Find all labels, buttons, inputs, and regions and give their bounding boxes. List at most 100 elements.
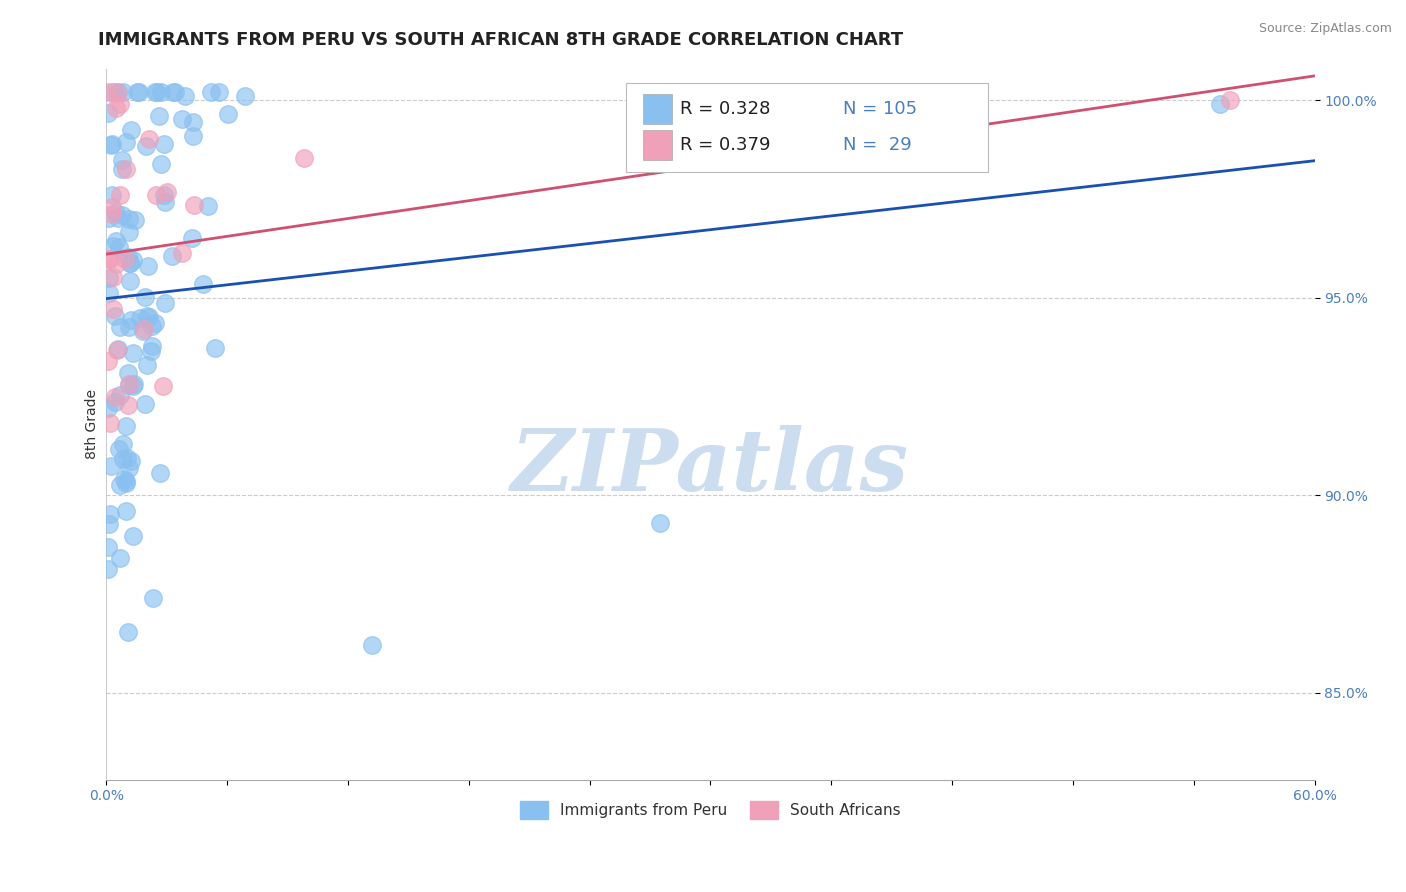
Point xyxy=(122,252,145,267)
Point xyxy=(145,188,167,202)
Point xyxy=(148,109,170,123)
Point xyxy=(114,162,136,177)
Point xyxy=(149,85,172,99)
Point xyxy=(108,442,131,456)
Point xyxy=(104,390,127,404)
Point xyxy=(135,139,157,153)
Point xyxy=(120,454,142,468)
Point xyxy=(197,199,219,213)
Point xyxy=(100,200,122,214)
Text: Source: ZipAtlas.com: Source: ZipAtlas.com xyxy=(1258,22,1392,36)
Point xyxy=(111,153,134,168)
Point xyxy=(156,185,179,199)
Point xyxy=(105,85,128,99)
Point xyxy=(97,270,120,285)
Point xyxy=(217,107,239,121)
Point xyxy=(111,161,134,176)
Legend: Immigrants from Peru, South Africans: Immigrants from Peru, South Africans xyxy=(515,795,907,825)
Point xyxy=(110,388,132,402)
Point xyxy=(153,194,176,209)
Point xyxy=(107,240,129,254)
Point xyxy=(208,85,231,99)
Point xyxy=(97,562,120,576)
Point xyxy=(124,212,146,227)
Point xyxy=(292,151,315,165)
Point xyxy=(97,106,120,120)
Point xyxy=(101,301,124,316)
Point xyxy=(98,252,121,266)
FancyBboxPatch shape xyxy=(626,83,988,171)
Point xyxy=(104,309,127,323)
Point xyxy=(162,85,184,99)
Point xyxy=(117,398,139,412)
Point xyxy=(361,638,384,652)
Point xyxy=(128,85,150,99)
Point xyxy=(174,89,197,103)
Point xyxy=(163,85,186,99)
Point xyxy=(97,517,120,532)
Point xyxy=(153,136,176,151)
Point xyxy=(107,211,129,226)
Point xyxy=(134,397,156,411)
Point xyxy=(122,529,145,543)
Point xyxy=(200,85,222,99)
Point xyxy=(103,395,125,409)
Text: ZIPatlas: ZIPatlas xyxy=(512,425,910,508)
Point xyxy=(117,226,139,240)
Point xyxy=(122,346,145,360)
Point xyxy=(118,255,141,269)
Point xyxy=(107,85,129,99)
Point xyxy=(97,252,120,266)
Point xyxy=(111,452,134,467)
Point xyxy=(181,114,204,128)
Point xyxy=(153,188,176,202)
Point xyxy=(118,256,141,270)
Point xyxy=(155,296,177,310)
Text: IMMIGRANTS FROM PERU VS SOUTH AFRICAN 8TH GRADE CORRELATION CHART: IMMIGRANTS FROM PERU VS SOUTH AFRICAN 8T… xyxy=(98,31,904,49)
Point xyxy=(115,419,138,434)
Point xyxy=(132,324,155,338)
Point xyxy=(97,354,120,368)
Point xyxy=(134,322,156,336)
Point xyxy=(136,259,159,273)
Point xyxy=(149,466,172,480)
Point xyxy=(117,625,139,640)
Point xyxy=(1209,97,1232,112)
Point xyxy=(97,285,120,300)
Point xyxy=(111,437,134,451)
Point xyxy=(97,85,120,99)
Point xyxy=(118,461,141,475)
FancyBboxPatch shape xyxy=(643,95,672,124)
Point xyxy=(120,275,142,289)
Point xyxy=(142,591,165,605)
Point xyxy=(117,366,139,380)
Point xyxy=(193,277,215,292)
Point xyxy=(101,207,124,221)
Point xyxy=(138,310,160,325)
Text: R = 0.328: R = 0.328 xyxy=(681,100,770,118)
Point xyxy=(183,129,205,144)
Point xyxy=(101,239,124,253)
Point xyxy=(648,516,671,530)
Point xyxy=(138,132,160,146)
Point xyxy=(103,270,125,285)
Point xyxy=(97,401,120,415)
Point xyxy=(114,252,136,267)
Point xyxy=(139,343,162,358)
Point xyxy=(115,135,138,149)
Point xyxy=(98,211,121,226)
Point xyxy=(100,137,122,152)
Point xyxy=(152,378,174,392)
Point xyxy=(114,475,136,489)
Point xyxy=(104,257,127,271)
Point xyxy=(118,377,141,392)
Point xyxy=(170,112,193,127)
Point xyxy=(160,249,183,263)
Point xyxy=(136,358,159,372)
Point xyxy=(108,551,131,566)
Point xyxy=(233,89,256,103)
Point xyxy=(204,341,226,355)
Point xyxy=(1219,93,1241,107)
Point xyxy=(128,310,150,325)
Point xyxy=(107,343,129,357)
